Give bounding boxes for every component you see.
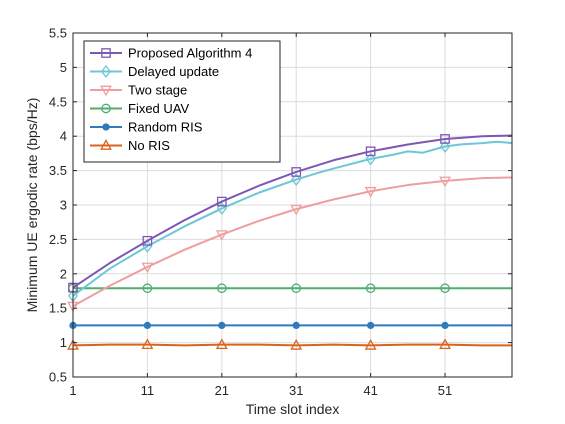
series-line bbox=[72, 343, 512, 347]
data-point-marker bbox=[440, 283, 450, 294]
legend-label: Two stage bbox=[128, 83, 187, 98]
data-point-marker bbox=[141, 262, 154, 274]
x-axis-label: Time slot index bbox=[246, 401, 340, 417]
legend-box bbox=[83, 40, 281, 163]
y-tick-label: 0.5 bbox=[49, 370, 67, 385]
y-tick-label: 5.5 bbox=[49, 26, 67, 41]
data-point-marker bbox=[366, 321, 375, 330]
y-tick-label: 4 bbox=[60, 129, 67, 144]
data-point-marker bbox=[440, 134, 450, 144]
data-point-marker bbox=[439, 176, 451, 188]
data-point-marker bbox=[291, 167, 302, 177]
legend-label: Random RIS bbox=[128, 120, 203, 135]
legend-item: Two stage bbox=[90, 83, 187, 98]
y-tick-label: 2 bbox=[60, 266, 67, 281]
data-point-marker bbox=[216, 201, 227, 215]
data-point-marker bbox=[290, 204, 303, 216]
series-two-stage bbox=[67, 176, 513, 313]
y-tick-label: 1 bbox=[60, 335, 67, 350]
series-line bbox=[72, 176, 513, 308]
data-point-marker bbox=[142, 283, 153, 294]
legend-label: Proposed Algorithm 4 bbox=[128, 46, 252, 61]
y-tick-label: 3 bbox=[60, 198, 67, 213]
data-point-marker bbox=[215, 230, 228, 241]
legend-item: Random RIS bbox=[90, 120, 203, 135]
legend-label: Fixed UAV bbox=[128, 101, 189, 116]
data-point-marker bbox=[141, 338, 154, 350]
series-line bbox=[72, 134, 513, 289]
x-tick-label: 1 bbox=[69, 383, 76, 398]
legend-item: No RIS bbox=[90, 138, 170, 153]
data-point-marker bbox=[216, 196, 227, 207]
data-point-marker bbox=[440, 140, 451, 153]
series-line bbox=[72, 140, 513, 297]
data-point-marker bbox=[441, 321, 449, 330]
legend-marker bbox=[100, 65, 112, 78]
x-tick-label: 21 bbox=[215, 383, 229, 398]
data-point-marker bbox=[143, 321, 152, 330]
x-tick-label: 41 bbox=[363, 383, 377, 398]
legend-label: No RIS bbox=[128, 138, 170, 153]
tick-labels: 1 11 21 31 41 510.511.522.533.544.555.5 bbox=[49, 26, 452, 399]
x-tick-label: 11 bbox=[141, 383, 155, 398]
y-tick-label: 3.5 bbox=[49, 163, 67, 178]
legend-item: Delayed update bbox=[90, 64, 219, 79]
data-point-marker bbox=[439, 338, 451, 350]
y-tick-label: 4.5 bbox=[49, 94, 67, 109]
legend-marker bbox=[102, 123, 110, 131]
y-tick-label: 2.5 bbox=[49, 232, 67, 247]
x-tick-label: 31 bbox=[289, 383, 303, 398]
data-point-marker bbox=[365, 283, 376, 294]
y-axis-label: Minimum UE ergodic rate (bps/Hz) bbox=[24, 98, 40, 313]
data-point-marker bbox=[215, 338, 228, 350]
legend-marker bbox=[100, 85, 112, 97]
legend-label: Delayed update bbox=[128, 64, 219, 79]
data-point-marker bbox=[216, 283, 227, 294]
legend-marker bbox=[100, 139, 112, 150]
legend-marker bbox=[101, 48, 111, 58]
data-point-marker bbox=[291, 283, 302, 294]
series-random-ris bbox=[69, 321, 512, 330]
legend: Proposed Algorithm 4 Delayed update Two st… bbox=[83, 40, 281, 163]
series-layer bbox=[67, 134, 513, 350]
data-point-marker bbox=[292, 321, 300, 330]
data-point-marker bbox=[364, 186, 377, 198]
axes bbox=[72, 32, 513, 378]
y-tick-label: 1.5 bbox=[49, 301, 67, 316]
legend-item: Fixed UAV bbox=[90, 101, 189, 116]
data-point-marker bbox=[218, 321, 226, 330]
data-point-marker bbox=[365, 152, 376, 166]
data-point-marker bbox=[142, 235, 153, 246]
y-tick-label: 5 bbox=[60, 60, 67, 75]
data-point-marker bbox=[291, 173, 302, 187]
legend-marker bbox=[101, 103, 111, 114]
data-point-marker bbox=[364, 339, 377, 350]
data-point-marker bbox=[290, 339, 303, 350]
legend-item: Proposed Algorithm 4 bbox=[90, 46, 252, 61]
x-tick-label: 51 bbox=[438, 383, 452, 398]
data-point-marker bbox=[365, 146, 376, 157]
